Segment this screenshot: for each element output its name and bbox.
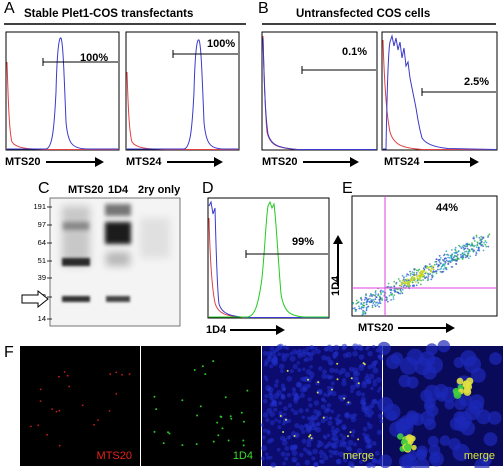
panel-a-letter: A <box>4 0 15 17</box>
panel-a-title: Stable Plet1-COS transfectants <box>24 8 194 20</box>
panel-b-letter: B <box>258 0 269 17</box>
micrograph-merge-low: merge <box>260 343 385 468</box>
stained-trace <box>7 37 118 150</box>
axis-label-a2: MTS24 <box>126 156 162 168</box>
mw-marker: 14 <box>37 314 46 323</box>
histogram-a1 <box>5 31 120 151</box>
mw-marker: 97 <box>37 220 46 229</box>
axis-label-b1: MTS20 <box>262 156 298 168</box>
dot-plot-e <box>351 195 498 317</box>
panel-f-letter: F <box>4 344 14 361</box>
tile-label-merge-2: merge <box>463 450 495 462</box>
panel-d-letter: D <box>202 180 214 197</box>
stained-trace <box>262 37 376 150</box>
panel-b-title: Untransfected COS cells <box>296 8 431 20</box>
micrograph-mts20: MTS20 <box>20 346 140 466</box>
axis-label-b2: MTS24 <box>384 156 420 168</box>
band-arrow <box>21 289 49 309</box>
percentage-b2: 2.5% <box>464 76 490 88</box>
histogram-b1 <box>261 31 378 151</box>
control-trace <box>208 217 328 318</box>
histogram-a2 <box>125 31 240 151</box>
percentage-d: 99% <box>292 236 315 248</box>
mw-marker: 51 <box>37 256 46 265</box>
stained-trace <box>127 39 238 150</box>
x-axis-label-e: MTS20 <box>358 322 394 334</box>
micrograph-merge-high: merge <box>377 339 503 468</box>
lane-label-2: 1D4 <box>108 184 129 196</box>
control-trace <box>382 39 496 150</box>
percentage-a1: 100% <box>80 52 109 64</box>
lane-label-3: 2ry only <box>138 184 181 196</box>
axis-label-d: 1D4 <box>206 324 227 336</box>
micrograph-1d4: 1D4 <box>141 346 261 466</box>
stained-trace <box>383 34 497 150</box>
lane-label-1: MTS20 <box>68 184 104 196</box>
histogram-d <box>207 197 330 319</box>
mw-marker: 64 <box>37 238 46 247</box>
mw-marker: 191 <box>33 202 46 211</box>
panel-e-letter: E <box>342 180 353 197</box>
percentage-e: 44% <box>436 202 459 214</box>
tile-label-1d4: 1D4 <box>232 450 253 462</box>
green-trace <box>209 200 328 318</box>
tile-label-mts20: MTS20 <box>96 450 132 462</box>
percentage-b1: 0.1% <box>342 46 368 58</box>
histogram-b2 <box>381 31 498 151</box>
mw-marker: 39 <box>37 273 46 282</box>
axis-label-a1: MTS20 <box>5 156 41 168</box>
tile-label-merge-1: merge <box>342 450 374 462</box>
percentage-a2: 100% <box>207 38 236 50</box>
panel-c-letter: C <box>38 180 50 197</box>
stained-trace <box>208 200 328 318</box>
